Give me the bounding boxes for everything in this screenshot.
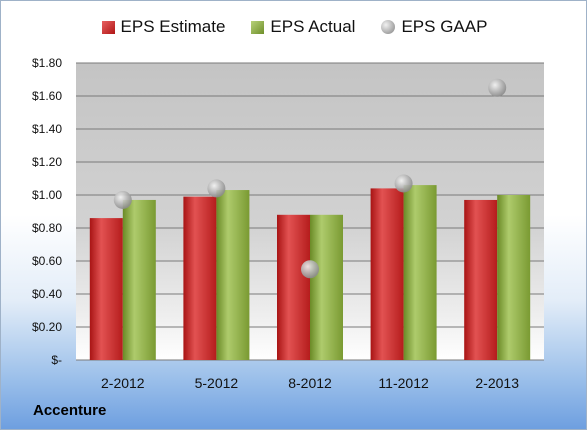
x-tick-label: 11-2012 (378, 375, 429, 391)
x-tick-label: 2-2013 (475, 375, 519, 391)
y-tick-label: $- (51, 353, 62, 367)
marker-eps-gaap (301, 260, 319, 279)
marker-eps-gaap (207, 179, 226, 198)
legend-swatch-gaap (381, 20, 396, 34)
x-tick-label: 8-2012 (288, 375, 332, 391)
marker-eps-gaap (113, 190, 132, 209)
legend-item-gaap: EPS GAAP (381, 17, 487, 37)
bar-eps-actual (497, 195, 531, 360)
legend-label-gaap: EPS GAAP (401, 17, 488, 36)
legend-swatch-estimate (101, 20, 115, 34)
legend-item-estimate: EPS Estimate (101, 17, 226, 37)
gaap-markers (113, 78, 507, 279)
y-tick-label: $0.40 (32, 287, 62, 301)
legend-item-actual: EPS Actual (251, 17, 355, 37)
bar-eps-estimate (277, 214, 310, 360)
bar-eps-actual (403, 185, 437, 360)
bar-eps-actual (310, 214, 343, 360)
bars (89, 185, 531, 360)
y-tick-label: $1.40 (32, 122, 62, 136)
company-label: Accenture (33, 402, 107, 419)
axis-labels: $- $0.20 $0.40 $0.60 $0.80 $1.00 $1.20 $1.40 $1.… (32, 56, 519, 391)
legend-label-estimate: EPS Estimate (120, 17, 226, 36)
y-tick-label: $1.60 (32, 89, 62, 103)
bar-eps-actual (122, 199, 156, 360)
y-tick-label: $1.00 (32, 188, 62, 202)
y-tick-label: $0.80 (32, 221, 62, 235)
y-tick-label: $1.80 (32, 56, 62, 70)
bar-eps-actual (216, 190, 250, 360)
y-tick-label: $0.60 (32, 254, 62, 268)
x-tick-label: 2-2012 (101, 375, 145, 391)
legend-label-actual: EPS Actual (270, 17, 356, 36)
bar-eps-estimate (464, 199, 498, 360)
marker-eps-gaap (488, 78, 507, 97)
legend-swatch-actual (251, 20, 265, 34)
bar-eps-estimate (89, 218, 123, 360)
y-tick-label: $0.20 (32, 320, 62, 334)
marker-eps-gaap (394, 174, 413, 193)
legend: EPS Estimate EPS Actual EPS GAAP (1, 17, 587, 37)
bar-eps-estimate (370, 188, 404, 360)
bar-eps-estimate (183, 196, 217, 360)
x-tick-label: 5-2012 (195, 375, 239, 391)
y-tick-label: $1.20 (32, 155, 62, 169)
